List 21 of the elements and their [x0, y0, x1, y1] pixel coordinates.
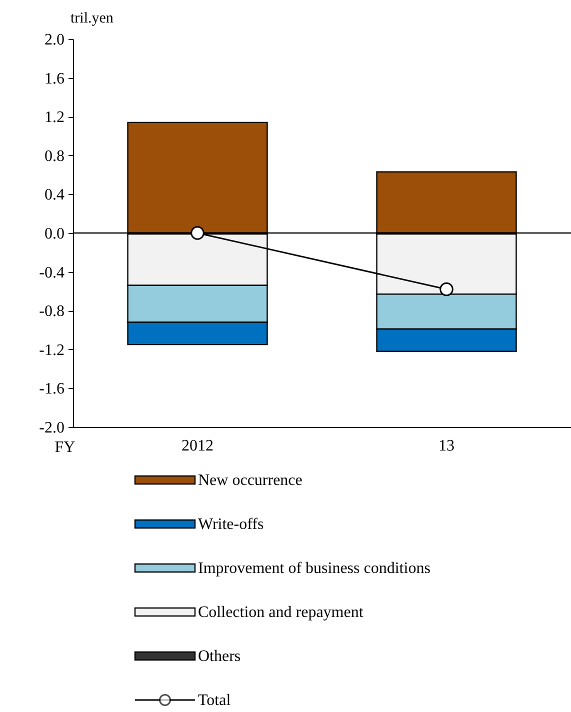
y-tick-label: -1.6	[39, 380, 64, 398]
y-tick-label: -2.0	[39, 420, 64, 436]
y-tick-label: 0.0	[44, 226, 64, 242]
x-axis-title: FY	[54, 439, 76, 456]
y-tick-label: 1.2	[44, 109, 64, 126]
y-tick-label: 2.0	[44, 32, 64, 48]
legend-label: Write-offs	[198, 516, 264, 533]
y-tick-label: -1.2	[39, 342, 64, 359]
x-tick-label: 13	[438, 438, 454, 454]
y-tick-label: -0.4	[39, 264, 64, 282]
x-tick-label: 2012	[182, 438, 214, 454]
legend-label: Total	[198, 692, 232, 709]
y-tick-label: -0.8	[39, 303, 64, 320]
y-axis-title: tril.yen	[70, 10, 114, 26]
legend-label: Others	[198, 648, 241, 665]
y-tick-label: 0.4	[44, 186, 64, 204]
y-tick-label: 0.8	[44, 148, 64, 165]
y-tick-label: 1.6	[44, 70, 64, 88]
legend-label: Improvement of business conditions	[198, 560, 430, 577]
legend-label: New occurrence	[198, 472, 302, 489]
legend-label: Collection and repayment	[198, 604, 364, 621]
